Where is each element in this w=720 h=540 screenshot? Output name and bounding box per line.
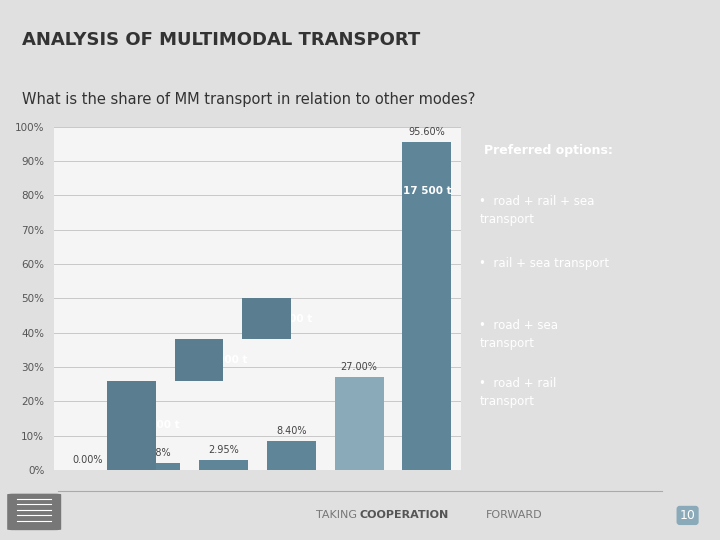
- Text: 2.08%: 2.08%: [140, 448, 171, 457]
- Text: 17 500 t: 17 500 t: [402, 186, 451, 196]
- Text: Preferred options:: Preferred options:: [485, 144, 613, 157]
- Text: COOPERATION: COOPERATION: [360, 510, 449, 521]
- Text: •  road + rail + sea
transport: • road + rail + sea transport: [480, 195, 595, 226]
- Text: 8.40%: 8.40%: [276, 426, 307, 436]
- Text: •  road + sea
transport: • road + sea transport: [480, 319, 558, 350]
- Text: 95.60%: 95.60%: [408, 127, 445, 137]
- Bar: [199, 460, 248, 470]
- Text: •  rail + sea transport: • rail + sea transport: [480, 257, 609, 270]
- Text: 30 000 t: 30 000 t: [199, 355, 248, 365]
- Bar: [243, 298, 292, 340]
- Text: 16 700 t: 16 700 t: [131, 420, 180, 430]
- FancyBboxPatch shape: [7, 494, 61, 530]
- Bar: [175, 340, 223, 381]
- Text: What is the share of MM transport in relation to other modes?: What is the share of MM transport in rel…: [22, 92, 475, 107]
- Bar: [131, 463, 180, 470]
- Text: TAKING: TAKING: [315, 510, 360, 521]
- Text: •  road + rail
transport: • road + rail transport: [480, 377, 557, 408]
- Text: FORWARD: FORWARD: [486, 510, 543, 521]
- Bar: [335, 377, 384, 470]
- Text: ANALYSIS OF MULTIMODAL TRANSPORT: ANALYSIS OF MULTIMODAL TRANSPORT: [22, 31, 420, 49]
- Text: 1 500 t: 1 500 t: [271, 314, 312, 324]
- Bar: [267, 441, 315, 470]
- Text: 2.95%: 2.95%: [208, 444, 239, 455]
- Bar: [402, 142, 451, 470]
- Bar: [107, 381, 156, 470]
- Text: 27.00%: 27.00%: [341, 362, 377, 372]
- Text: 10: 10: [680, 509, 696, 522]
- Text: 0.00%: 0.00%: [73, 455, 103, 464]
